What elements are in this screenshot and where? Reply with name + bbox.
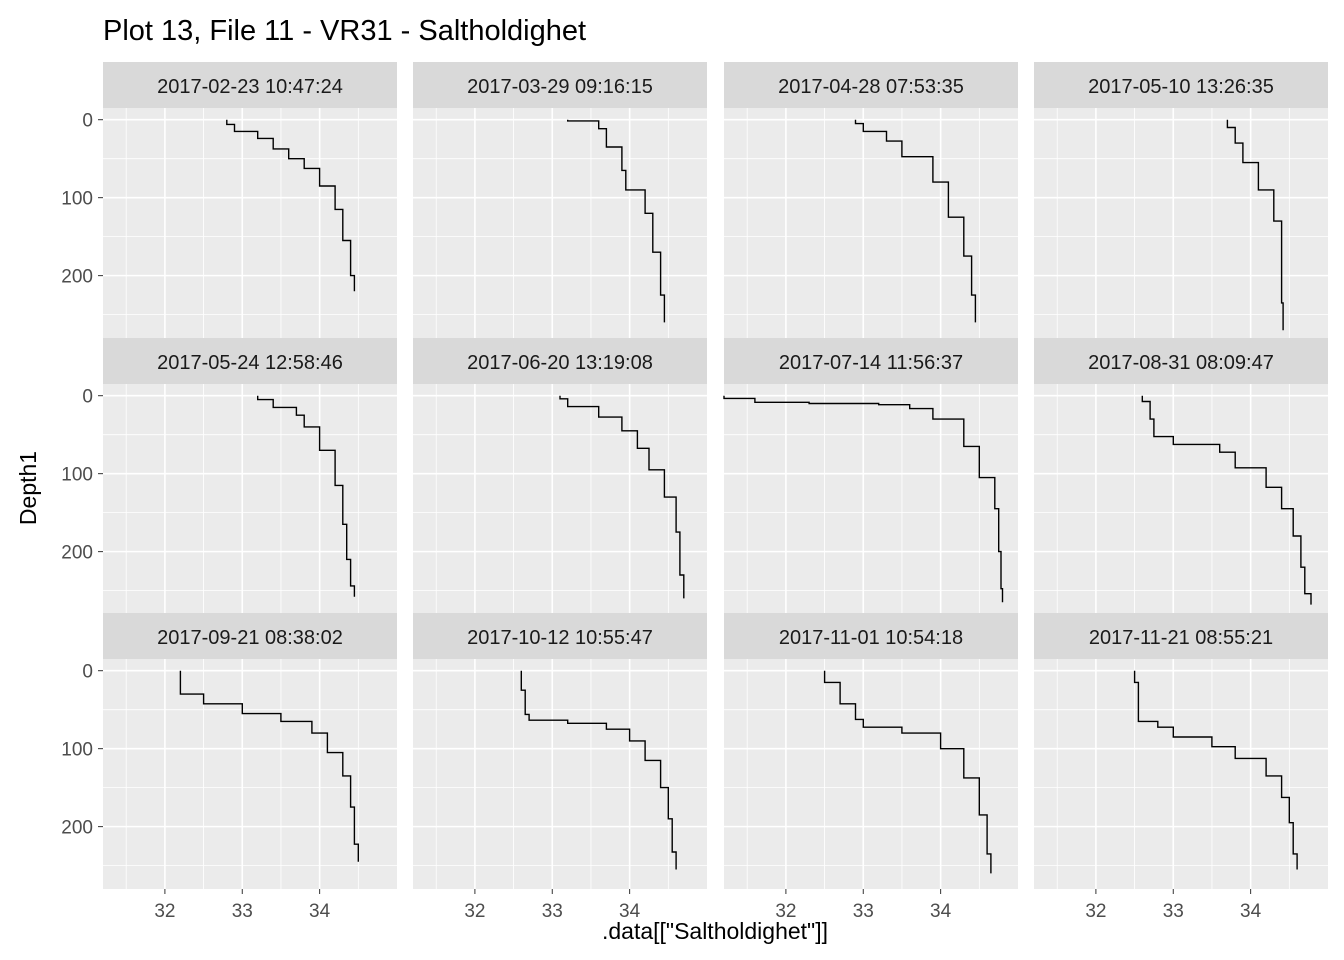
x-tick-label: 34 xyxy=(930,901,952,922)
facet-strip-label: 2017-05-24 12:58:46 xyxy=(157,352,343,374)
y-axis-title: Depth1 xyxy=(15,451,41,525)
salinity-profile-line xyxy=(179,670,359,862)
chart-title: Plot 13, File 11 - VR31 - Saltholdighet xyxy=(103,15,586,47)
facet-strip xyxy=(1034,613,1328,659)
facet-strip-label: 2017-03-29 09:16:15 xyxy=(467,76,653,98)
x-tick-label: 33 xyxy=(542,901,563,922)
facet-strip-label: 2017-07-14 11:56:37 xyxy=(779,352,963,374)
facet-panel: 2017-03-29 09:16:15 xyxy=(413,62,707,338)
panel-background xyxy=(413,384,707,614)
panel-background xyxy=(103,384,397,614)
salinity-profile-line xyxy=(567,119,666,323)
panel-background xyxy=(1034,659,1328,889)
x-tick-label: 34 xyxy=(309,901,331,922)
facet-strip-label: 2017-04-28 07:53:35 xyxy=(778,76,964,98)
panel-background xyxy=(103,659,397,889)
salinity-profile-line xyxy=(559,395,685,599)
salinity-profile-line xyxy=(854,119,977,323)
facet-panel: 2017-08-31 08:09:47 xyxy=(1034,338,1328,614)
facet-strip xyxy=(103,613,397,659)
y-tick-label: 0 xyxy=(82,111,93,132)
salinity-profile-line xyxy=(520,670,677,870)
facet-panels: 2017-02-23 10:47:24 0 100 200 2017-03-29 09:… xyxy=(61,62,1328,922)
y-tick-label: 0 xyxy=(82,662,93,683)
x-tick-label: 34 xyxy=(1240,901,1262,922)
facet-panel: 2017-07-14 11:56:37 xyxy=(723,338,1018,614)
facet-panel: 2017-11-01 10:54:18 32 33 34 xyxy=(724,613,1018,922)
salinity-profile-line xyxy=(226,119,356,292)
y-tick-label: 100 xyxy=(61,740,93,761)
x-tick-label: 34 xyxy=(619,901,641,922)
facet-strip xyxy=(103,338,397,384)
facet-strip xyxy=(413,613,707,659)
facet-panel: 2017-02-23 10:47:24 0 100 200 xyxy=(61,62,397,338)
x-tick-label: 32 xyxy=(464,901,485,922)
salinity-profile-line xyxy=(1133,670,1298,870)
panel-background xyxy=(103,108,397,338)
facet-panel: 2017-05-24 12:58:46 0 100 200 xyxy=(61,338,397,614)
y-tick-label: 200 xyxy=(61,543,93,564)
salinity-profile-line xyxy=(1226,119,1284,331)
facet-strip xyxy=(103,62,397,108)
panel-background xyxy=(724,108,1018,338)
facet-panel: 2017-11-21 08:55:21 32 33 34 xyxy=(1034,613,1328,922)
facet-strip-label: 2017-11-21 08:55:21 xyxy=(1089,627,1273,649)
facet-strip xyxy=(413,338,707,384)
x-tick-label: 32 xyxy=(775,901,796,922)
facet-panel: 2017-04-28 07:53:35 xyxy=(724,62,1018,338)
x-tick-label: 32 xyxy=(154,901,175,922)
facet-strip xyxy=(1034,62,1328,108)
facet-strip-label: 2017-08-31 08:09:47 xyxy=(1088,352,1274,374)
x-tick-label: 33 xyxy=(232,901,253,922)
panel-background xyxy=(1034,108,1328,338)
facet-panel: 2017-06-20 13:19:08 xyxy=(413,338,707,614)
y-tick-label: 100 xyxy=(61,465,93,486)
facet-strip-label: 2017-11-01 10:54:18 xyxy=(779,627,963,649)
facet-strip xyxy=(413,62,707,108)
facet-panel: 2017-10-12 10:55:47 32 33 34 xyxy=(413,613,707,922)
x-tick-label: 33 xyxy=(853,901,874,922)
x-tick-label: 32 xyxy=(1085,901,1106,922)
salinity-profile-line xyxy=(257,395,356,597)
panel-background xyxy=(724,384,1018,614)
facet-panel: 2017-05-10 13:26:35 xyxy=(1034,62,1328,338)
panel-background xyxy=(413,108,707,338)
facet-strip xyxy=(724,613,1018,659)
y-tick-label: 0 xyxy=(82,387,93,408)
x-axis-title: .data[["Saltholdighet"]] xyxy=(602,918,828,944)
x-tick-label: 33 xyxy=(1163,901,1184,922)
y-tick-label: 200 xyxy=(61,267,93,288)
facet-panel: 2017-09-21 08:38:02 0 100 200 32 33 34 xyxy=(61,613,397,922)
salinity-profile-line xyxy=(823,670,992,874)
panel-background xyxy=(413,659,707,889)
y-tick-label: 200 xyxy=(61,818,93,839)
facet-strip-label: 2017-06-20 13:19:08 xyxy=(467,352,653,374)
facet-strip xyxy=(724,62,1018,108)
salinity-profile-line xyxy=(723,395,1004,603)
facet-strip-label: 2017-09-21 08:38:02 xyxy=(157,627,343,649)
salinity-profile-line xyxy=(1141,395,1312,605)
y-tick-label: 100 xyxy=(61,189,93,210)
panel-background xyxy=(724,659,1018,889)
facet-strip-label: 2017-05-10 13:26:35 xyxy=(1088,76,1274,98)
facet-strip xyxy=(1034,338,1328,384)
facet-strip-label: 2017-02-23 10:47:24 xyxy=(157,76,343,98)
facet-strip-label: 2017-10-12 10:55:47 xyxy=(467,627,653,649)
facet-strip xyxy=(724,338,1018,384)
panel-background xyxy=(1034,384,1328,614)
